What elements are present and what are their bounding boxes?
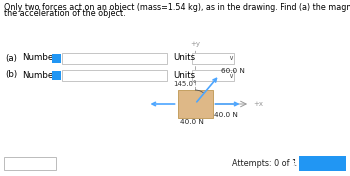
Bar	[299, 156, 346, 171]
Bar	[177, 90, 212, 118]
Bar	[52, 54, 61, 63]
Text: i: i	[55, 71, 58, 80]
Text: +x: +x	[253, 101, 263, 107]
Text: Attempts: 0 of 1 used: Attempts: 0 of 1 used	[232, 159, 319, 168]
Bar	[192, 52, 234, 64]
Text: Units: Units	[173, 54, 195, 62]
Text: ∨: ∨	[229, 55, 233, 61]
Bar	[62, 70, 167, 80]
Text: Number: Number	[22, 54, 57, 62]
Text: Submit Answer: Submit Answer	[291, 161, 350, 166]
Text: 40.0 N: 40.0 N	[214, 112, 237, 118]
Text: (a): (a)	[5, 54, 17, 62]
Bar	[192, 70, 234, 80]
Text: ∨: ∨	[229, 73, 233, 78]
Text: Units: Units	[173, 71, 195, 80]
Text: +y: +y	[190, 41, 200, 47]
Text: 145.0°: 145.0°	[173, 81, 196, 87]
Text: i: i	[55, 54, 58, 62]
Text: Save for Later: Save for Later	[5, 161, 55, 166]
Bar	[52, 71, 61, 80]
Bar	[62, 52, 167, 64]
Bar	[4, 157, 56, 170]
Text: 40.0 N: 40.0 N	[180, 119, 203, 125]
Text: (b): (b)	[5, 71, 17, 80]
Text: Number: Number	[22, 71, 57, 80]
Text: 60.0 N: 60.0 N	[222, 68, 245, 74]
Text: Only two forces act on an object (mass=1.54 kg), as in the drawing. Find (a) the: Only two forces act on an object (mass=1…	[4, 3, 350, 12]
Text: the acceleration of the object.: the acceleration of the object.	[4, 9, 126, 18]
